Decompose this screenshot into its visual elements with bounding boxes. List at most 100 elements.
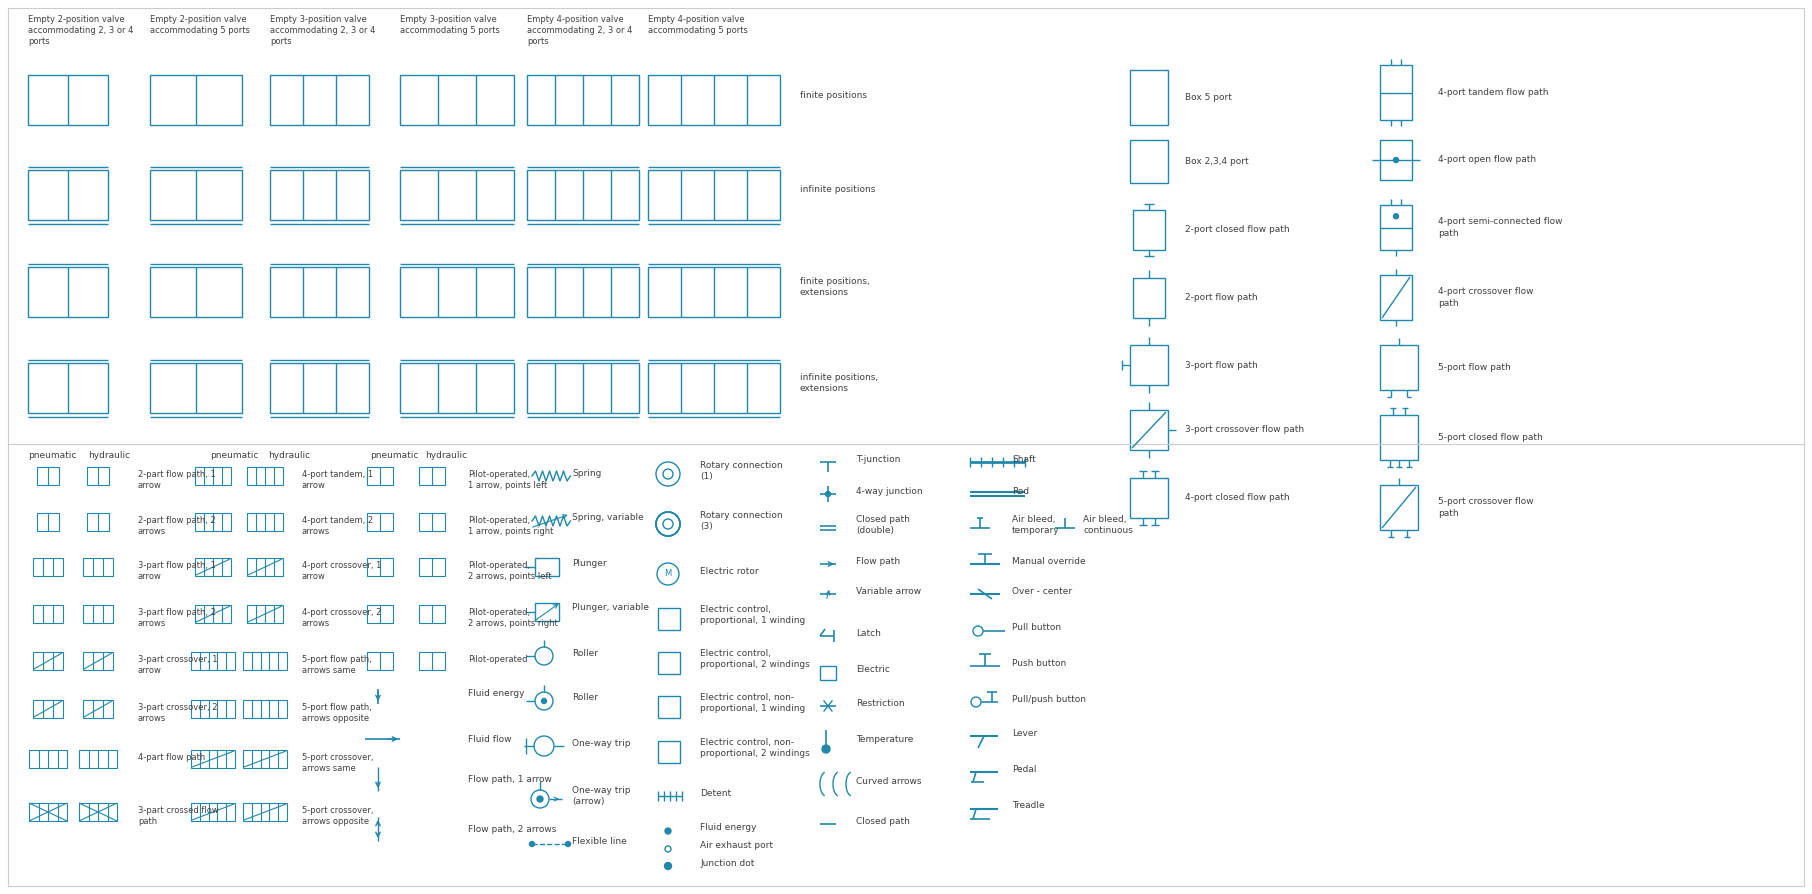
Text: Fluid energy: Fluid energy [699, 823, 756, 832]
Text: One-way trip
(arrow): One-way trip (arrow) [573, 786, 631, 806]
Text: Electric rotor: Electric rotor [699, 567, 759, 576]
Bar [83, 605, 112, 623]
Text: Shaft: Shaft [1011, 454, 1036, 463]
Text: Rotary connection
(3): Rotary connection (3) [699, 511, 783, 531]
Text: Pilot-operated,
1 arrow, points left: Pilot-operated, 1 arrow, points left [467, 470, 547, 490]
Bar [821, 666, 835, 680]
Text: 2-port closed flow path: 2-port closed flow path [1185, 225, 1290, 234]
Bar [270, 363, 370, 413]
Text: Pull button: Pull button [1011, 623, 1062, 632]
Bar [535, 603, 558, 621]
Bar [196, 513, 230, 531]
Text: Variable arrow: Variable arrow [855, 586, 920, 595]
Text: Pedal: Pedal [1011, 764, 1036, 773]
Circle shape [542, 698, 547, 704]
Text: 4-way junction: 4-way junction [855, 486, 922, 495]
Bar [368, 605, 393, 623]
Text: Box 2,3,4 port: Box 2,3,4 port [1185, 157, 1248, 166]
Bar [29, 803, 67, 821]
Text: 4-port tandem, 2
arrows: 4-port tandem, 2 arrows [303, 516, 373, 536]
Bar [36, 513, 60, 531]
Text: Air bleed,
temporary: Air bleed, temporary [1011, 515, 1060, 535]
Bar [1131, 410, 1169, 450]
Bar [400, 75, 515, 125]
Bar [246, 513, 283, 531]
Text: 3-part crossover, 1
arrow: 3-part crossover, 1 arrow [138, 655, 217, 675]
Bar [270, 75, 370, 125]
Text: Flexible line: Flexible line [573, 837, 627, 846]
Bar [1131, 345, 1169, 385]
Text: Pull/push button: Pull/push button [1011, 695, 1085, 704]
Bar [246, 467, 283, 485]
Text: 5-port flow path: 5-port flow path [1439, 363, 1511, 372]
Text: Fluid flow: Fluid flow [467, 735, 511, 744]
Circle shape [565, 841, 571, 847]
Text: 4-port crossover, 2
arrows: 4-port crossover, 2 arrows [303, 608, 381, 628]
Text: 2-part flow path, 2
arrows: 2-part flow path, 2 arrows [138, 516, 216, 536]
Bar [190, 803, 236, 821]
Bar [658, 652, 680, 674]
Bar [246, 605, 283, 623]
Bar [80, 750, 118, 768]
Bar [1381, 345, 1419, 390]
Text: Roller: Roller [573, 648, 598, 657]
Bar [1381, 205, 1412, 250]
Text: 4-port closed flow path: 4-port closed flow path [1185, 493, 1290, 502]
Text: finite positions,
extensions: finite positions, extensions [801, 277, 870, 297]
Bar [36, 467, 60, 485]
Bar [419, 605, 446, 623]
Text: 2-part flow path, 1
arrow: 2-part flow path, 1 arrow [138, 470, 216, 490]
Bar [83, 700, 112, 718]
Bar [243, 700, 286, 718]
Text: M: M [665, 569, 672, 578]
Text: Lever: Lever [1011, 729, 1036, 738]
Bar [1131, 478, 1169, 518]
Circle shape [1393, 157, 1399, 163]
Text: Empty 3-position valve
accommodating 2, 3 or 4
ports: Empty 3-position valve accommodating 2, … [270, 15, 375, 46]
Bar [196, 605, 230, 623]
Bar [368, 558, 393, 576]
Bar [27, 363, 109, 413]
Text: Fluid energy: Fluid energy [467, 689, 524, 698]
Text: 2-port flow path: 2-port flow path [1185, 293, 1258, 302]
Bar [1381, 275, 1412, 320]
Text: finite positions: finite positions [801, 90, 866, 99]
Circle shape [823, 745, 830, 753]
Circle shape [665, 828, 670, 834]
Bar [243, 803, 286, 821]
Bar [535, 558, 558, 576]
Bar [527, 170, 640, 220]
Text: Closed path
(double): Closed path (double) [855, 515, 910, 535]
Text: Empty 2-position valve
accommodating 2, 3 or 4
ports: Empty 2-position valve accommodating 2, … [27, 15, 134, 46]
Text: Push button: Push button [1011, 659, 1065, 668]
Bar [33, 652, 63, 670]
Text: Pilot-operated,
1 arrow, points right: Pilot-operated, 1 arrow, points right [467, 516, 553, 536]
Text: Flow path: Flow path [855, 556, 901, 566]
Bar [400, 170, 515, 220]
Text: 3-part crossed flow
path: 3-part crossed flow path [138, 806, 219, 826]
Bar [27, 75, 109, 125]
Bar [1131, 140, 1169, 183]
Text: 4-port crossover, 1
arrow: 4-port crossover, 1 arrow [303, 561, 381, 581]
Bar [33, 700, 63, 718]
Circle shape [1393, 214, 1399, 219]
Bar [1381, 415, 1419, 460]
Bar [150, 170, 243, 220]
Bar [190, 750, 236, 768]
Text: hydraulic: hydraulic [89, 451, 130, 460]
Text: Pilot-operated,
2 arrows, points right: Pilot-operated, 2 arrows, points right [467, 608, 558, 628]
Bar [243, 750, 286, 768]
Bar [658, 696, 680, 718]
Text: Box 5 port: Box 5 port [1185, 93, 1232, 102]
Bar [400, 363, 515, 413]
Text: Detent: Detent [699, 789, 730, 797]
Bar [33, 605, 63, 623]
Text: Plunger, variable: Plunger, variable [573, 603, 649, 612]
Bar [368, 513, 393, 531]
Text: 3-port crossover flow path: 3-port crossover flow path [1185, 426, 1305, 434]
Text: Closed path: Closed path [855, 816, 910, 825]
Text: 5-port closed flow path: 5-port closed flow path [1439, 433, 1542, 442]
Text: Rod: Rod [1011, 486, 1029, 495]
Text: Rotary connection
(1): Rotary connection (1) [699, 461, 783, 481]
Bar [190, 700, 236, 718]
